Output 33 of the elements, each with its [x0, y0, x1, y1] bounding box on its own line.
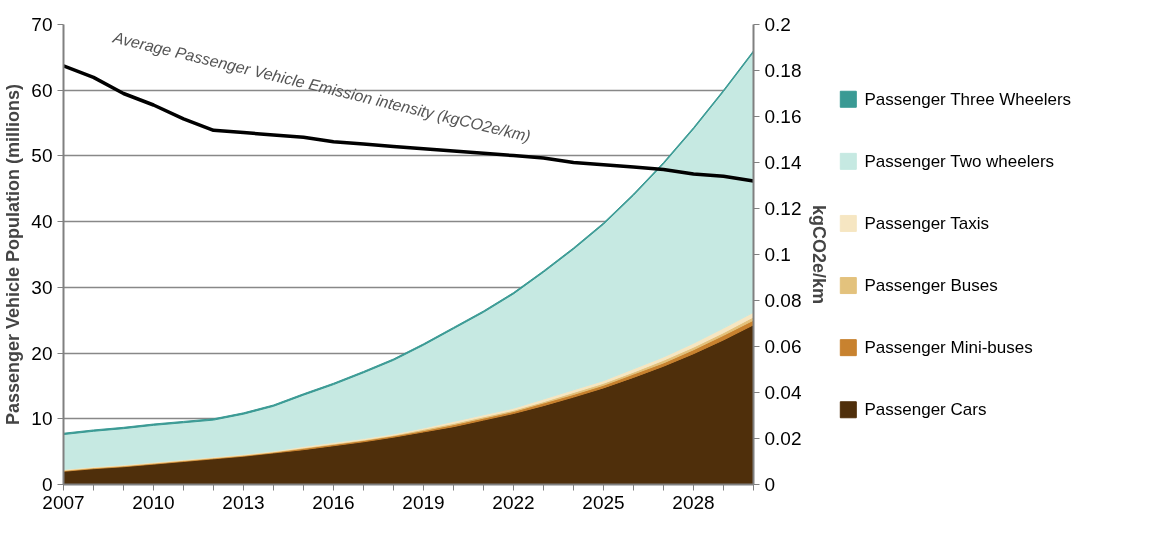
x-tick-label: 2010	[132, 491, 175, 513]
legend-label: Passenger Three Wheelers	[864, 89, 1072, 109]
y-tick-label: 60	[31, 79, 53, 101]
y2-tick-label: 0.08	[764, 290, 802, 311]
legend-label: Passenger Mini-buses	[864, 338, 1033, 358]
y2-tick-label: 0.2	[764, 14, 791, 35]
y-tick-label: 50	[31, 145, 53, 167]
legend-label: Passenger Buses	[864, 276, 998, 296]
x-tick-label: 2022	[492, 491, 535, 513]
legend-label: Passenger Taxis	[864, 213, 989, 233]
y2-tick-label: 0.14	[764, 152, 802, 173]
y-tick-label: 30	[31, 276, 53, 298]
y-tick-label: 40	[31, 211, 53, 233]
y-tick-label: 70	[31, 14, 53, 35]
y2-tick-label: 0.16	[764, 106, 802, 127]
y-axis-title: Passenger Vehicle Population (millions)	[3, 83, 24, 426]
x-tick-label: 2013	[222, 491, 265, 513]
y2-tick-label: 0	[764, 474, 776, 495]
y2-tick-label: 0.02	[764, 428, 802, 449]
y2-axis-title: kgCO2e/km	[809, 204, 830, 305]
y-tick-label: 20	[31, 342, 53, 364]
y2-tick-label: 0.12	[764, 198, 802, 219]
x-tick-label: 2025	[582, 491, 625, 513]
x-tick-label: 2016	[312, 491, 355, 513]
x-tick-label: 2019	[402, 491, 445, 513]
x-tick-label: 2028	[672, 491, 715, 513]
legend-label: Passenger Two wheelers	[864, 151, 1055, 171]
y2-tick-label: 0.06	[764, 336, 802, 357]
y2-tick-label: 0.04	[764, 382, 802, 403]
legend-label: Passenger Cars	[864, 400, 987, 420]
y2-tick-label: 0.18	[764, 60, 802, 81]
y-tick-label: 10	[31, 408, 53, 430]
y2-tick-label: 0.1	[764, 244, 791, 265]
